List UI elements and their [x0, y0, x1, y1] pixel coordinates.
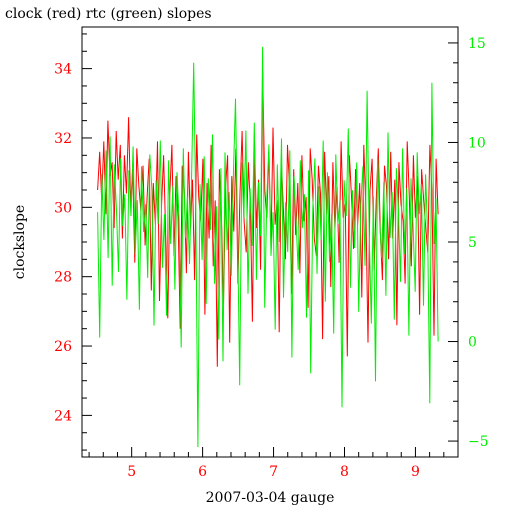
y-left-tick-label: 28 [54, 270, 72, 286]
y-right-tick-label: −5 [468, 434, 489, 450]
x-tick-label: 8 [340, 464, 349, 480]
y-right-tick-label: 0 [468, 335, 477, 351]
y-right-tick-label: 10 [468, 135, 486, 151]
y-left-tick-label: 34 [54, 62, 72, 78]
y-axis-label: clockslope [12, 205, 28, 279]
y-left-tick-label: 24 [54, 408, 72, 424]
series-rtc-line [97, 46, 439, 448]
x-tick-label: 5 [127, 464, 136, 480]
x-tick-label: 6 [198, 464, 207, 480]
y-left-tick-label: 26 [54, 339, 72, 355]
y-left-tick-label: 30 [54, 200, 72, 216]
y-right-tick-label: 5 [468, 235, 477, 251]
x-tick-label: 7 [269, 464, 278, 480]
y-left-tick-label: 32 [54, 131, 72, 147]
axes: 5 6 7 8 9 24 26 28 30 32 34 −5 0 5 10 15 [54, 26, 489, 480]
plot-area [97, 46, 439, 448]
y-right-tick-label: 15 [468, 36, 486, 52]
x-axis-label: 2007-03-04 gauge [206, 490, 335, 506]
chart-title: clock (red) rtc (green) slopes [5, 6, 212, 22]
x-tick-label: 9 [411, 464, 420, 480]
